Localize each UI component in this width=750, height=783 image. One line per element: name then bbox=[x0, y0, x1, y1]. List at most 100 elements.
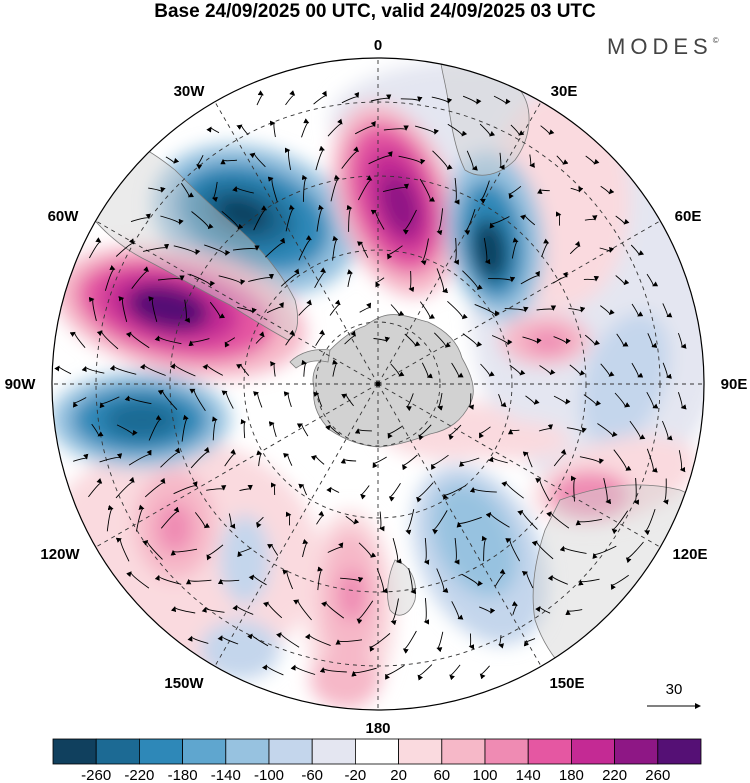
wind-vector bbox=[387, 245, 403, 260]
antarctica-land bbox=[312, 314, 474, 448]
wind-vector bbox=[592, 545, 617, 560]
wind-vector bbox=[520, 214, 536, 226]
wind-vector bbox=[209, 301, 226, 319]
colorbar-tick-label: -60 bbox=[301, 767, 323, 783]
wind-vector bbox=[165, 156, 180, 164]
wind-vector bbox=[521, 571, 534, 589]
svg-text:30: 30 bbox=[666, 681, 683, 698]
map-border bbox=[51, 57, 705, 711]
wind-vector bbox=[347, 269, 353, 287]
wind-vector bbox=[240, 418, 247, 439]
wind-vector bbox=[375, 277, 385, 288]
wind-vector bbox=[479, 606, 496, 614]
wind-vector bbox=[633, 477, 639, 505]
lon-label-60w: 60W bbox=[48, 208, 80, 225]
wind-vector bbox=[517, 510, 538, 530]
wind-vector bbox=[332, 359, 338, 377]
wind-vector bbox=[501, 481, 524, 499]
wind-vector bbox=[466, 150, 478, 171]
wind-vector bbox=[290, 664, 316, 675]
colorbar-tick-label: 100 bbox=[472, 767, 497, 783]
wind-vector bbox=[125, 331, 150, 349]
wind-vector bbox=[157, 389, 178, 411]
wind-vector bbox=[360, 485, 370, 500]
wind-vector bbox=[206, 544, 224, 561]
wind-vector bbox=[189, 388, 206, 411]
lon-label-180: 180 bbox=[365, 720, 390, 737]
wind-vector bbox=[346, 204, 353, 232]
wind-vector bbox=[89, 237, 102, 259]
longitude-labels: 0 30E 60E 90E 120E 150E 180 150W 120W 90… bbox=[5, 37, 748, 737]
wind-vector bbox=[332, 235, 339, 261]
wind-vector bbox=[191, 211, 214, 230]
colorbar-swatch bbox=[484, 738, 529, 765]
wind-vector bbox=[144, 477, 166, 498]
wind-vector bbox=[116, 424, 138, 436]
wind-vector bbox=[414, 125, 439, 135]
wind-vector bbox=[148, 296, 158, 323]
wind-vector bbox=[370, 209, 385, 230]
wind-vector bbox=[201, 606, 225, 613]
wind-vector bbox=[256, 90, 264, 106]
wind-vector bbox=[317, 566, 324, 591]
wind-vector bbox=[131, 266, 149, 289]
lon-label-30e: 30E bbox=[551, 83, 578, 100]
wind-vector bbox=[310, 454, 325, 465]
wind-vector bbox=[315, 145, 325, 171]
wind-vector bbox=[447, 300, 468, 320]
colorbar-swatch bbox=[225, 738, 270, 765]
wind-vector bbox=[285, 204, 295, 232]
brand-logo: MODES© bbox=[607, 34, 719, 59]
wind-vector bbox=[520, 270, 540, 285]
wind-vector bbox=[531, 540, 554, 560]
wind-vector bbox=[390, 598, 399, 626]
wind-vector bbox=[237, 306, 257, 314]
wind-vector bbox=[314, 267, 327, 289]
wind-vector bbox=[160, 215, 184, 225]
wind-vector bbox=[388, 482, 401, 502]
wind-vector bbox=[647, 333, 658, 348]
wind-vector bbox=[498, 394, 507, 408]
wind-vector bbox=[173, 245, 201, 256]
wind-vector bbox=[221, 390, 234, 409]
wind-vector bbox=[421, 362, 433, 379]
wind-vector bbox=[392, 537, 402, 564]
wind-vector bbox=[284, 147, 292, 170]
wind-vector bbox=[340, 458, 357, 464]
wind-vector bbox=[236, 124, 249, 136]
wind-vector bbox=[597, 423, 618, 438]
wind-vector bbox=[316, 204, 324, 232]
wind-vector bbox=[270, 361, 276, 377]
wind-vector bbox=[282, 569, 294, 590]
wind-vector bbox=[180, 182, 194, 198]
wind-vector bbox=[646, 448, 658, 473]
wind-vector bbox=[170, 606, 196, 614]
wind-vector bbox=[130, 213, 151, 223]
wind-vector bbox=[431, 96, 453, 104]
wind-vector bbox=[356, 241, 369, 258]
wind-vector bbox=[326, 486, 340, 493]
wind-vector bbox=[436, 568, 449, 593]
wind-vector bbox=[523, 638, 536, 647]
wind-vector bbox=[313, 391, 323, 407]
wind-vector bbox=[569, 364, 586, 376]
wind-vector bbox=[373, 336, 391, 343]
wind-vector bbox=[615, 275, 630, 286]
wind-vector bbox=[266, 302, 284, 314]
wind-vector bbox=[536, 305, 557, 311]
lon-label-90w: 90W bbox=[5, 376, 37, 393]
wind-vector bbox=[511, 237, 519, 259]
wind-vector bbox=[575, 518, 603, 526]
wind-vector bbox=[170, 548, 198, 556]
wind-vector bbox=[507, 428, 520, 435]
wind-vector bbox=[408, 270, 415, 293]
wind-vector bbox=[555, 211, 562, 226]
wind-vector bbox=[356, 600, 374, 625]
colorbar-swatch bbox=[657, 738, 702, 765]
colorbar-swatch bbox=[571, 738, 616, 765]
map-disc bbox=[52, 58, 704, 710]
wind-vector bbox=[402, 630, 417, 654]
wind-vector bbox=[479, 426, 491, 439]
wind-vector bbox=[280, 268, 300, 287]
wind-vector bbox=[390, 363, 405, 377]
